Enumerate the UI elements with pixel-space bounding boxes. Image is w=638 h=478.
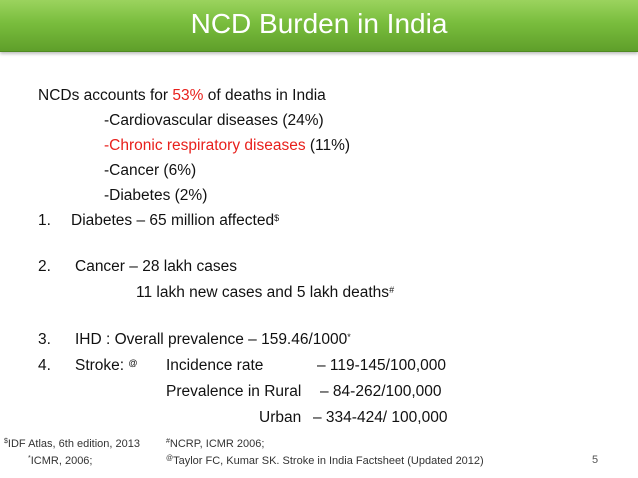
footnote-ncrp: #NCRP, ICMR 2006; <box>166 437 264 451</box>
item-ihd-text: IHD : Overall prevalence – 159.46/1000 <box>75 331 348 348</box>
item-diabetes: Diabetes – 65 million affected$ <box>71 211 279 231</box>
incidence-value: – 119-145/100,000 <box>317 357 446 374</box>
item-ihd-mark: * <box>347 332 351 342</box>
cause-diabetes: -Diabetes (2%) <box>104 187 208 204</box>
cause-cardio: -Cardiovascular diseases (24%) <box>104 112 324 129</box>
footnote-idf: $IDF Atlas, 6th edition, 2013 <box>4 437 140 451</box>
footnote-icmr-text: ICMR, 2006; <box>30 455 93 467</box>
footnote-idf-text: IDF Atlas, 6th edition, 2013 <box>7 438 140 450</box>
incidence-label: Incidence rate <box>166 357 264 374</box>
cause-respiratory-label: -Chronic respiratory diseases <box>104 137 306 154</box>
item-diabetes-mark: $ <box>274 213 280 223</box>
item-number-3: 3. <box>38 331 51 348</box>
item-cancer: Cancer – 28 lakh cases <box>75 258 237 275</box>
title-bar: NCD Burden in India <box>0 0 638 52</box>
intro-suffix: of deaths in India <box>203 87 326 104</box>
rural-label: Prevalence in Rural <box>166 383 302 400</box>
item-cancer-mark: # <box>389 285 395 295</box>
page-number: 5 <box>592 454 599 466</box>
footnote-icmr-mark: * <box>28 455 31 462</box>
item-number-2: 2. <box>38 258 51 275</box>
urban-label: Urban <box>259 409 302 426</box>
footnote-ncrp-text: NCRP, ICMR 2006; <box>169 438 265 450</box>
item-stroke-text: Stroke: <box>75 357 129 374</box>
item-stroke-mark: @ <box>128 358 138 368</box>
slide-title: NCD Burden in India <box>190 8 448 39</box>
intro-prefix: NCDs accounts for <box>38 87 173 104</box>
footnote-taylor: @Taylor FC, Kumar SK. Stroke in India Fa… <box>166 454 484 468</box>
item-number-1: 1. <box>38 212 51 229</box>
footnote-taylor-text: Taylor FC, Kumar SK. Stroke in India Fac… <box>173 455 484 467</box>
intro-highlight: 53% <box>172 87 204 104</box>
footnote-icmr: *ICMR, 2006; <box>28 454 92 468</box>
item-diabetes-text: Diabetes – 65 million affected <box>71 212 275 229</box>
urban-value: – 334-424/ 100,000 <box>313 409 448 426</box>
item-number-4: 4. <box>38 357 51 374</box>
cause-respiratory: -Chronic respiratory diseases (11%) <box>104 136 350 156</box>
footnote-ncrp-mark: # <box>166 438 170 445</box>
cause-cancer: -Cancer (6%) <box>104 162 197 179</box>
item-cancer-sub: 11 lakh new cases and 5 lakh deaths# <box>136 283 394 303</box>
intro-line: NCDs accounts for 53% of deaths in India <box>38 86 326 106</box>
footnote-taylor-mark: @ <box>166 455 174 462</box>
item-stroke: Stroke: @ <box>75 356 138 376</box>
footnote-idf-mark: $ <box>4 438 8 445</box>
item-cancer-sub-text: 11 lakh new cases and 5 lakh deaths <box>136 284 390 301</box>
item-ihd: IHD : Overall prevalence – 159.46/1000* <box>75 330 351 350</box>
rural-value: – 84-262/100,000 <box>320 383 442 400</box>
cause-respiratory-value: (11%) <box>305 137 351 154</box>
